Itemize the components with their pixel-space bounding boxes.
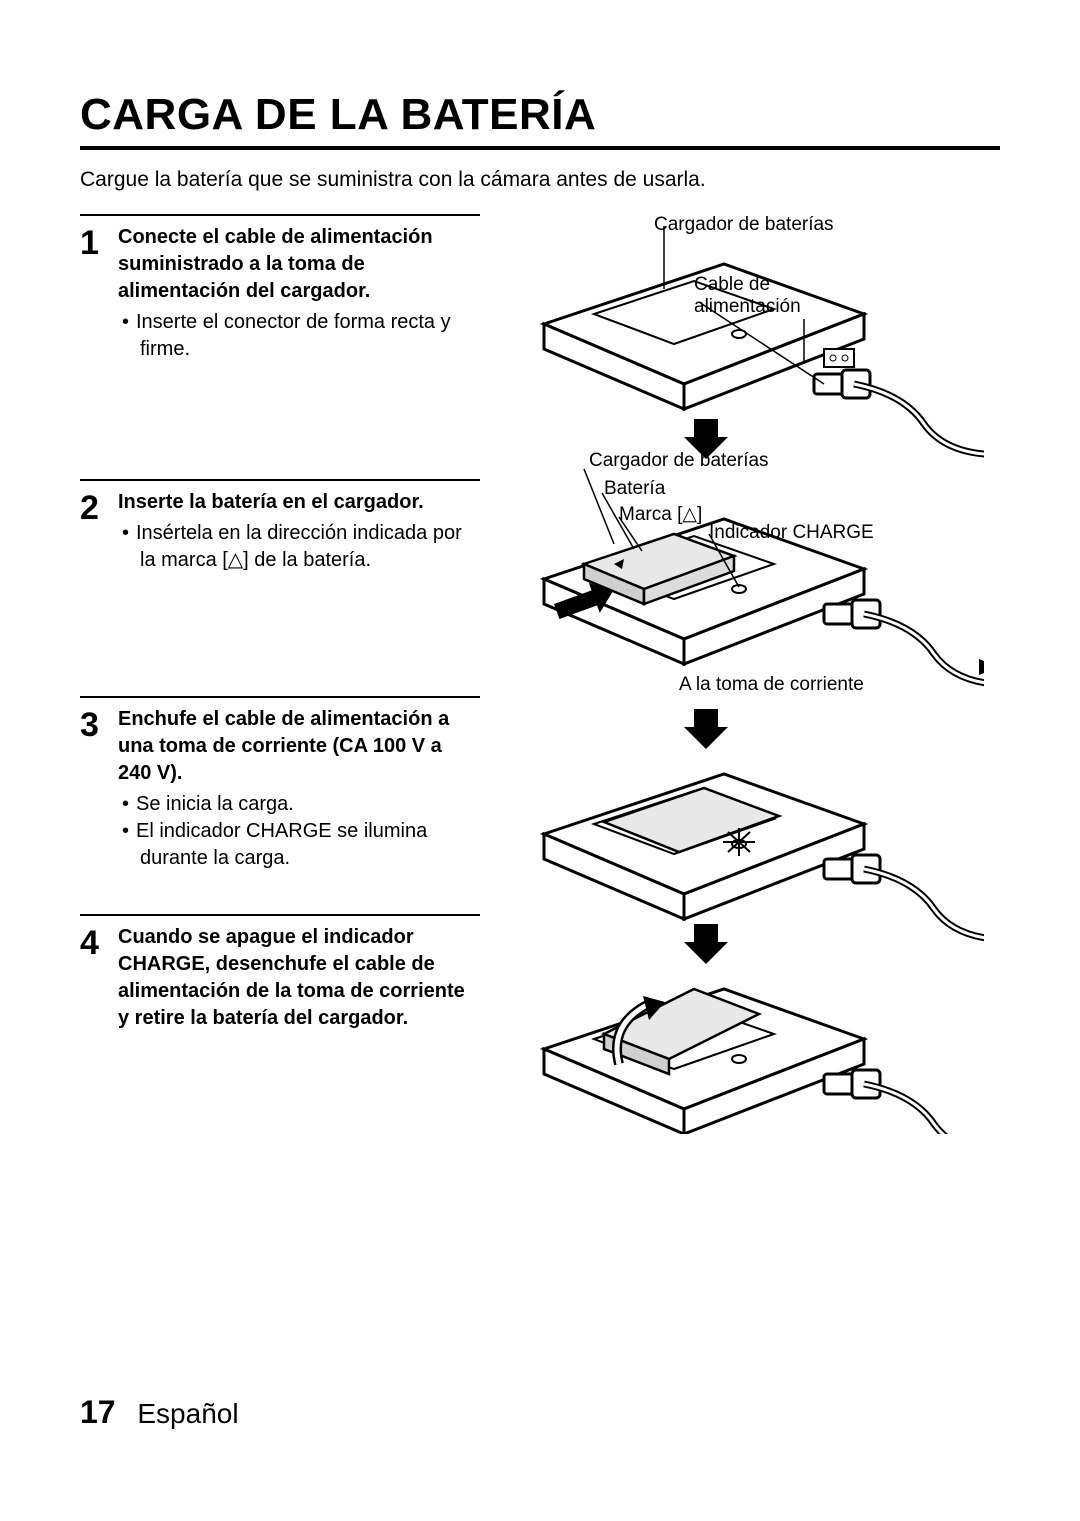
- step-heading: Enchufe el cable de alimentación a una t…: [118, 706, 480, 787]
- bullet: Insértela en la dirección indicada por l…: [140, 520, 480, 574]
- bullet: Inserte el conector de forma recta y fir…: [140, 309, 480, 363]
- step-bullets: Insértela en la dirección indicada por l…: [118, 520, 480, 574]
- diagram-column: Cargador de baterías Cable de alimentaci…: [504, 214, 1000, 1134]
- step-number: 4: [80, 924, 118, 960]
- label-charge-ind: Indicador CHARGE: [709, 522, 874, 545]
- step-1: 1 Conecte el cable de alimentación sumin…: [80, 214, 480, 381]
- page-footer: 17 Español: [80, 1394, 239, 1431]
- bullet: Se inicia la carga.: [140, 791, 480, 818]
- step-heading: Cuando se apague el indicador CHARGE, de…: [118, 924, 480, 1032]
- step-heading: Inserte la batería en el cargador.: [118, 489, 480, 516]
- manual-page: CARGA DE LA BATERÍA Cargue la batería qu…: [0, 0, 1080, 1521]
- step-body: Cuando se apague el indicador CHARGE, de…: [118, 924, 480, 1032]
- label-battery: Batería: [604, 478, 665, 501]
- step-heading: Conecte el cable de alimentación suminis…: [118, 224, 480, 305]
- step-body: Enchufe el cable de alimentación a una t…: [118, 706, 480, 872]
- step-number: 3: [80, 706, 118, 742]
- step-2: 2 Inserte la batería en el cargador. Ins…: [80, 479, 480, 592]
- title-rule: [80, 146, 1000, 150]
- step-4: 4 Cuando se apague el indicador CHARGE, …: [80, 914, 480, 1050]
- intro-text: Cargue la batería que se suministra con …: [80, 168, 1000, 192]
- step-bullets: Inserte el conector de forma recta y fir…: [118, 309, 480, 363]
- label-powercord-2: alimentación: [694, 296, 801, 319]
- label-powercord-1: Cable de: [694, 274, 770, 297]
- label-charger-top: Cargador de baterías: [654, 214, 834, 237]
- bullet: El indicador CHARGE se ilumina durante l…: [140, 818, 480, 872]
- step-body: Conecte el cable de alimentación suminis…: [118, 224, 480, 363]
- steps-column: 1 Conecte el cable de alimentación sumin…: [80, 214, 480, 1134]
- page-title: CARGA DE LA BATERÍA: [80, 90, 1000, 140]
- step-number: 2: [80, 489, 118, 525]
- label-mark: Marca [△]: [619, 504, 702, 527]
- step-number: 1: [80, 224, 118, 260]
- page-language: Español: [137, 1398, 238, 1429]
- step-3: 3 Enchufe el cable de alimentación a una…: [80, 696, 480, 890]
- label-outlet: A la toma de corriente: [679, 674, 864, 697]
- content-row: 1 Conecte el cable de alimentación sumin…: [80, 214, 1000, 1134]
- label-charger-2: Cargador de baterías: [589, 450, 769, 473]
- step-body: Inserte la batería en el cargador. Insér…: [118, 489, 480, 574]
- page-number: 17: [80, 1394, 116, 1430]
- step-bullets: Se inicia la carga. El indicador CHARGE …: [118, 791, 480, 872]
